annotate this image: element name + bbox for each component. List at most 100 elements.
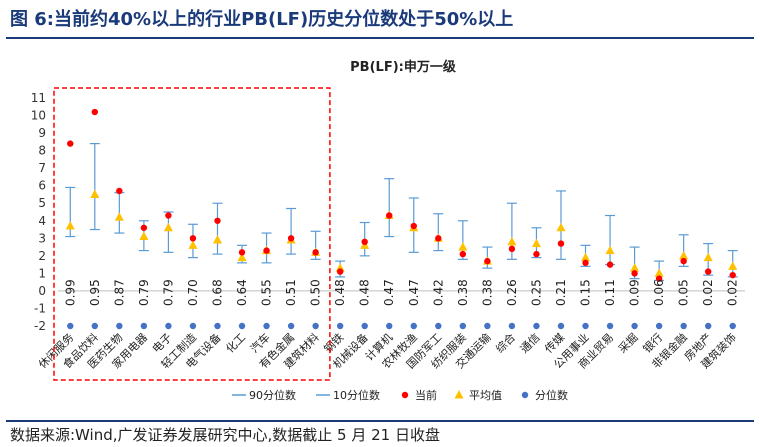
average-marker xyxy=(90,189,100,198)
current-marker xyxy=(655,275,663,282)
current-marker xyxy=(140,224,148,231)
percentile-label: 0.51 xyxy=(284,279,298,306)
percentile-marker xyxy=(287,322,295,330)
percentile-label: 0.99 xyxy=(63,279,77,306)
percentile-label: 0.47 xyxy=(382,279,396,306)
legend-label: 当前 xyxy=(415,388,437,402)
percentile-label: 0.95 xyxy=(88,279,102,306)
percentile-label: 0.05 xyxy=(677,279,691,306)
percentile-label: 0.50 xyxy=(309,279,323,306)
average-marker xyxy=(65,221,75,230)
y-tick-label: 3 xyxy=(38,231,46,245)
current-marker xyxy=(557,240,565,247)
current-marker xyxy=(361,238,368,246)
percentile-marker xyxy=(386,322,393,330)
percentile-marker xyxy=(91,322,99,330)
percentile-label: 0.55 xyxy=(260,279,274,306)
percentile-label: 0.38 xyxy=(456,279,470,306)
percentile-marker xyxy=(165,322,172,330)
percentile-marker xyxy=(361,322,368,330)
y-tick-label: 11 xyxy=(31,91,46,105)
percentile-label: 0.02 xyxy=(726,279,740,306)
percentile-marker xyxy=(508,322,516,330)
percentile-label: 0.79 xyxy=(161,279,175,306)
percentile-marker xyxy=(435,322,442,330)
current-marker xyxy=(386,212,393,219)
average-marker xyxy=(605,245,615,255)
average-marker xyxy=(556,222,566,232)
y-tick-label: -1 xyxy=(34,301,46,315)
legend-triangle-marker xyxy=(454,390,464,399)
current-marker xyxy=(238,249,246,256)
legend-dot-marker xyxy=(401,391,409,399)
percentile-marker xyxy=(410,322,417,330)
legend-label: 90分位数 xyxy=(249,388,296,402)
current-marker xyxy=(91,108,99,116)
percentile-label: 0.38 xyxy=(480,279,494,306)
current-marker xyxy=(606,261,614,268)
y-tick-label: 7 xyxy=(38,161,46,175)
average-marker xyxy=(188,240,198,249)
percentile-label: 0.21 xyxy=(554,279,568,306)
percentile-label: 0.06 xyxy=(652,279,666,306)
percentile-label: 0.47 xyxy=(407,279,421,306)
percentile-label: 0.15 xyxy=(579,279,593,306)
legend-dot-marker xyxy=(521,391,529,399)
current-marker xyxy=(410,222,417,230)
current-marker xyxy=(680,257,687,265)
average-marker xyxy=(630,263,640,272)
average-marker xyxy=(679,250,689,260)
current-marker xyxy=(116,187,123,195)
average-marker xyxy=(163,222,173,232)
y-tick-label: 8 xyxy=(38,144,46,158)
data-source: 数据来源:Wind,广发证券发展研究中心,数据截止 5 月 21 日收盘 xyxy=(10,426,440,444)
category-label: 通信 xyxy=(518,331,543,356)
average-marker xyxy=(139,231,149,241)
percentile-label: 0.87 xyxy=(112,279,126,306)
percentile-marker xyxy=(557,322,565,330)
y-tick-label: 0 xyxy=(38,284,46,298)
average-marker xyxy=(531,238,541,248)
current-marker xyxy=(287,235,295,242)
percentile-marker xyxy=(533,322,540,330)
current-marker xyxy=(631,270,638,277)
average-marker xyxy=(728,261,738,270)
percentile-label: 0.68 xyxy=(210,279,224,306)
legend-label: 分位数 xyxy=(535,388,568,402)
percentile-marker xyxy=(582,322,589,330)
title-rule xyxy=(6,37,754,39)
y-tick-label: 4 xyxy=(38,214,46,228)
percentile-label: 0.02 xyxy=(701,279,715,306)
percentile-marker xyxy=(680,322,687,330)
current-marker xyxy=(189,235,197,242)
percentile-marker xyxy=(312,322,319,330)
percentile-label: 0.25 xyxy=(529,279,543,306)
legend-label: 平均值 xyxy=(469,389,502,402)
average-marker xyxy=(212,235,222,244)
current-marker xyxy=(533,250,540,258)
percentile-marker xyxy=(459,322,467,330)
current-marker xyxy=(508,245,516,253)
y-tick-label: 5 xyxy=(38,196,46,210)
current-marker xyxy=(67,140,74,147)
percentile-label: 0.42 xyxy=(431,279,445,306)
percentile-label: 0.48 xyxy=(333,279,347,306)
percentile-marker xyxy=(631,322,638,330)
percentile-marker xyxy=(116,322,123,330)
current-marker xyxy=(312,249,319,256)
category-label: 综合 xyxy=(493,330,518,355)
current-marker xyxy=(214,217,221,224)
percentile-marker xyxy=(606,322,614,330)
y-tick-label: 9 xyxy=(38,126,46,140)
percentile-marker xyxy=(484,322,491,330)
percentile-marker xyxy=(67,322,74,330)
current-marker xyxy=(704,268,712,275)
average-marker xyxy=(507,236,517,246)
y-tick-label: -2 xyxy=(34,319,46,333)
percentile-marker xyxy=(729,322,736,330)
current-marker xyxy=(729,271,736,279)
current-marker xyxy=(459,250,467,258)
y-tick-label: 1 xyxy=(38,266,46,280)
average-marker xyxy=(654,268,664,277)
